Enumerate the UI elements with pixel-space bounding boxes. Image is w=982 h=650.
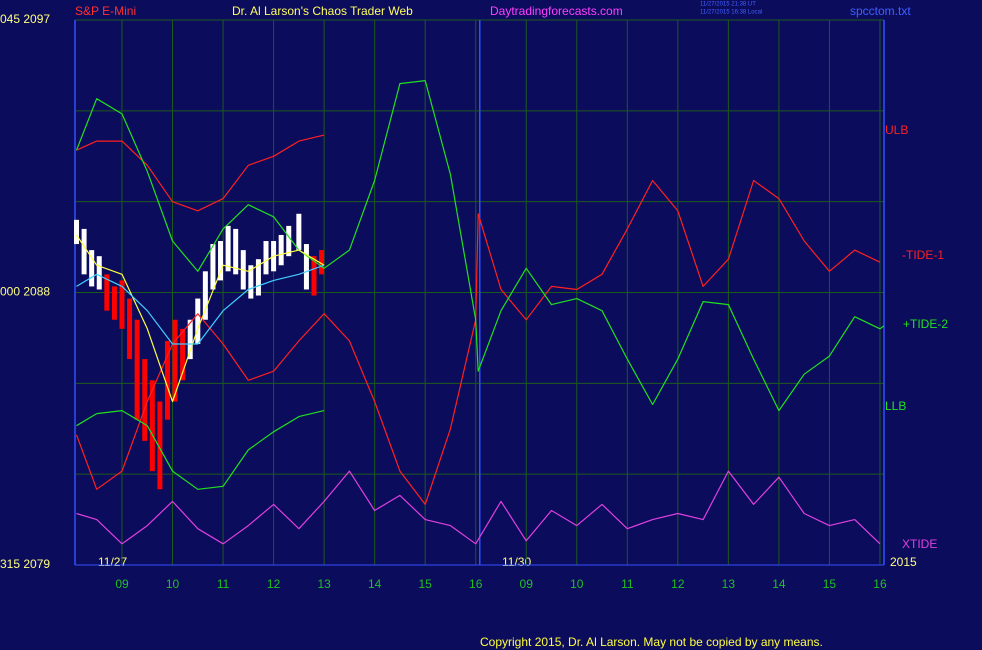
price-bar — [111, 286, 117, 320]
series-label: +TIDE-2 — [903, 317, 948, 331]
y-tick-label: 000 2088 — [0, 285, 50, 299]
x-tick-label: 13 — [722, 577, 736, 591]
price-bar — [278, 234, 284, 266]
price-bar — [311, 256, 317, 296]
series-line — [76, 264, 325, 345]
price-bar — [180, 328, 186, 381]
x-tick-label: 15 — [418, 577, 432, 591]
series-line — [75, 80, 885, 412]
price-bar — [172, 319, 178, 402]
price-bar — [296, 213, 302, 251]
price-bar — [210, 244, 216, 290]
series-line — [76, 410, 325, 490]
price-bar — [225, 225, 231, 272]
copyright: Copyright 2015, Dr. Al Larson. May not b… — [480, 635, 823, 649]
price-bar — [286, 225, 292, 257]
series-line — [76, 470, 881, 545]
price-bar — [164, 340, 170, 420]
x-tick-label: 10 — [166, 577, 180, 591]
x-tick-label: 11 — [217, 577, 230, 591]
x-tick-label: 09 — [520, 577, 534, 591]
x-tick-label: 16 — [469, 577, 483, 591]
price-bar — [195, 298, 201, 344]
site-link: Daytradingforecasts.com — [490, 4, 623, 18]
series-label: XTIDE — [902, 537, 937, 551]
x-tick-label: 14 — [772, 577, 786, 591]
price-bar — [233, 228, 239, 275]
price-bar — [142, 359, 148, 441]
price-bar — [119, 280, 125, 329]
x-tick-label: 15 — [823, 577, 837, 591]
y-tick-label: 045 2097 — [0, 12, 50, 26]
y-tick-label: 315 2079 — [0, 557, 50, 571]
series-line — [76, 134, 325, 212]
series-label: ULB — [885, 123, 908, 137]
price-bar — [81, 228, 87, 275]
file-name: spcctom.txt — [850, 4, 911, 18]
price-bar — [319, 250, 325, 275]
price-bar — [187, 319, 193, 360]
price-bar — [104, 274, 110, 311]
timestamp: 11/27/2015 21:38 UT — [700, 2, 756, 8]
price-bar — [248, 265, 254, 299]
price-bar — [127, 298, 133, 360]
price-bar — [263, 241, 269, 275]
x-tick-label: 14 — [368, 577, 382, 591]
x-tick-label: 16 — [873, 577, 887, 591]
x-tick-label: 12 — [267, 577, 281, 591]
chart-subtitle: Dr. Al Larson's Chaos Trader Web — [232, 4, 413, 18]
price-bar — [157, 401, 163, 490]
price-bar — [74, 219, 80, 245]
price-bar — [218, 241, 224, 281]
timestamp: 11/27/2015 16:38 Local — [700, 10, 762, 16]
x-tick-label: 12 — [671, 577, 685, 591]
series-line — [76, 234, 325, 403]
price-bar — [149, 380, 155, 472]
series-label: LLB — [885, 399, 906, 413]
x-tick-label: 10 — [570, 577, 584, 591]
day-label: 11/27 — [98, 555, 127, 569]
chart-title: S&P E-Mini — [75, 4, 136, 18]
series-line — [75, 179, 881, 505]
series-label: -TIDE-1 — [902, 248, 944, 262]
price-bar — [89, 250, 95, 287]
year-label: 2015 — [890, 555, 917, 569]
price-bar — [134, 319, 140, 420]
day-label: 11/30 — [502, 555, 531, 569]
price-bar — [96, 256, 102, 290]
price-bar — [202, 271, 208, 320]
price-bar — [255, 259, 261, 296]
x-tick-label: 13 — [317, 577, 331, 591]
x-tick-label: 09 — [115, 577, 129, 591]
x-tick-label: 11 — [621, 577, 634, 591]
price-bar — [303, 244, 309, 290]
